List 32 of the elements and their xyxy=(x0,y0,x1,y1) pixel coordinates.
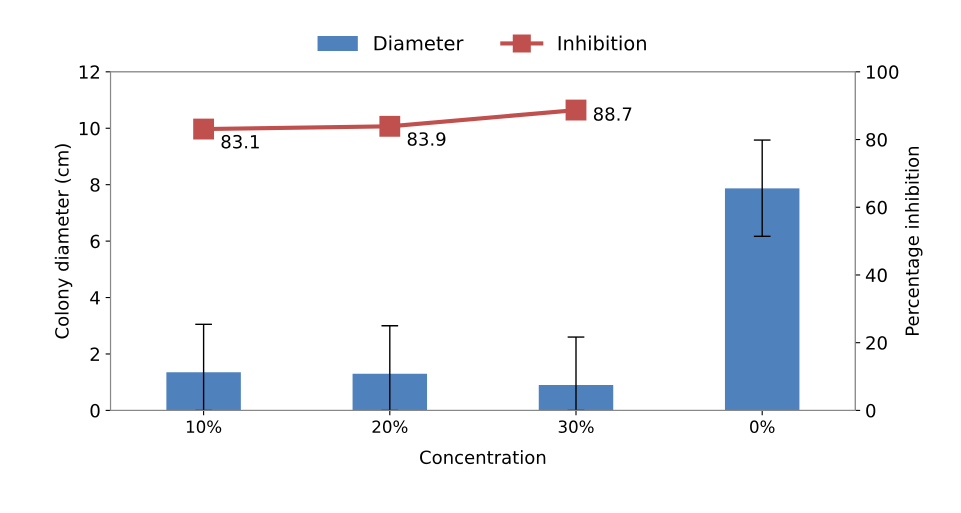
bar xyxy=(166,372,241,410)
y-tick-label: 10 xyxy=(80,122,100,136)
y-tick-label: 4 xyxy=(90,291,100,304)
y2-axis-title: Percentage inhibition xyxy=(905,147,923,335)
y2-tick-label: 0 xyxy=(866,404,876,418)
point xyxy=(379,116,400,137)
x-tick-label: 30% xyxy=(558,420,594,434)
y-tick-label: 12 xyxy=(80,65,99,79)
bar xyxy=(538,385,614,410)
x-tick-label: 10% xyxy=(186,420,222,434)
y2-tick-label: 80 xyxy=(866,132,887,147)
y2-tick-label: 20 xyxy=(866,336,887,350)
y2-tick-label: 60 xyxy=(866,200,887,214)
y2-tick-label: 40 xyxy=(866,268,887,282)
data-label: 88.7 xyxy=(594,107,632,121)
y2-tick-label: 100 xyxy=(866,65,898,79)
bar xyxy=(352,374,428,410)
point xyxy=(193,118,214,140)
y-axis-title: Colony diameter (cm) xyxy=(54,144,72,338)
data-label: 83.9 xyxy=(408,132,446,146)
point xyxy=(566,100,586,120)
y-tick-label: 0 xyxy=(90,404,100,418)
y-tick-label: 2 xyxy=(90,347,99,361)
x-axis-title: Concentration xyxy=(420,450,546,464)
y-tick-label: 6 xyxy=(90,234,100,248)
bar xyxy=(724,188,800,410)
x-tick-label: 20% xyxy=(372,420,408,434)
legend-label: Diameter xyxy=(374,36,464,51)
x-tick-label: 0% xyxy=(750,420,774,434)
legend-label: Inhibition xyxy=(558,36,646,51)
y-tick-label: 8 xyxy=(90,178,100,192)
data-label: 83.1 xyxy=(222,134,259,149)
